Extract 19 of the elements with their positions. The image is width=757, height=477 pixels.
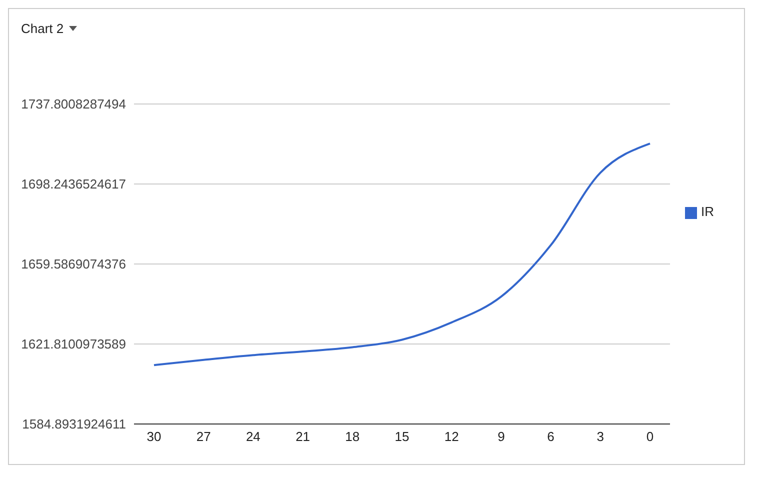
line-series: [153, 142, 651, 366]
y-tick-label: 1737.8008287494: [21, 96, 126, 112]
x-tick-label: 0: [646, 429, 654, 444]
x-tick-label: 27: [196, 429, 211, 444]
x-tick-label: 24: [246, 429, 260, 444]
chart-title: Chart 2: [21, 21, 64, 36]
y-tick-label: 1584.8931924611: [22, 416, 126, 432]
x-tick-label: 21: [296, 429, 310, 444]
x-tick-label: 12: [444, 429, 459, 444]
x-tick-label: 15: [394, 429, 410, 444]
x-tick-label: 3: [596, 429, 604, 444]
y-tick-label: 1659.5869074376: [21, 256, 126, 272]
y-tick-label: 1621.8100973589: [21, 336, 126, 352]
x-tick-label: 18: [345, 429, 360, 444]
legend-label: IR: [701, 204, 714, 219]
x-tick-label: 9: [498, 429, 505, 444]
y-tick-label: 1698.2436524617: [21, 176, 126, 192]
x-tick-label: 6: [547, 429, 554, 444]
x-tick-label: 30: [146, 429, 162, 444]
